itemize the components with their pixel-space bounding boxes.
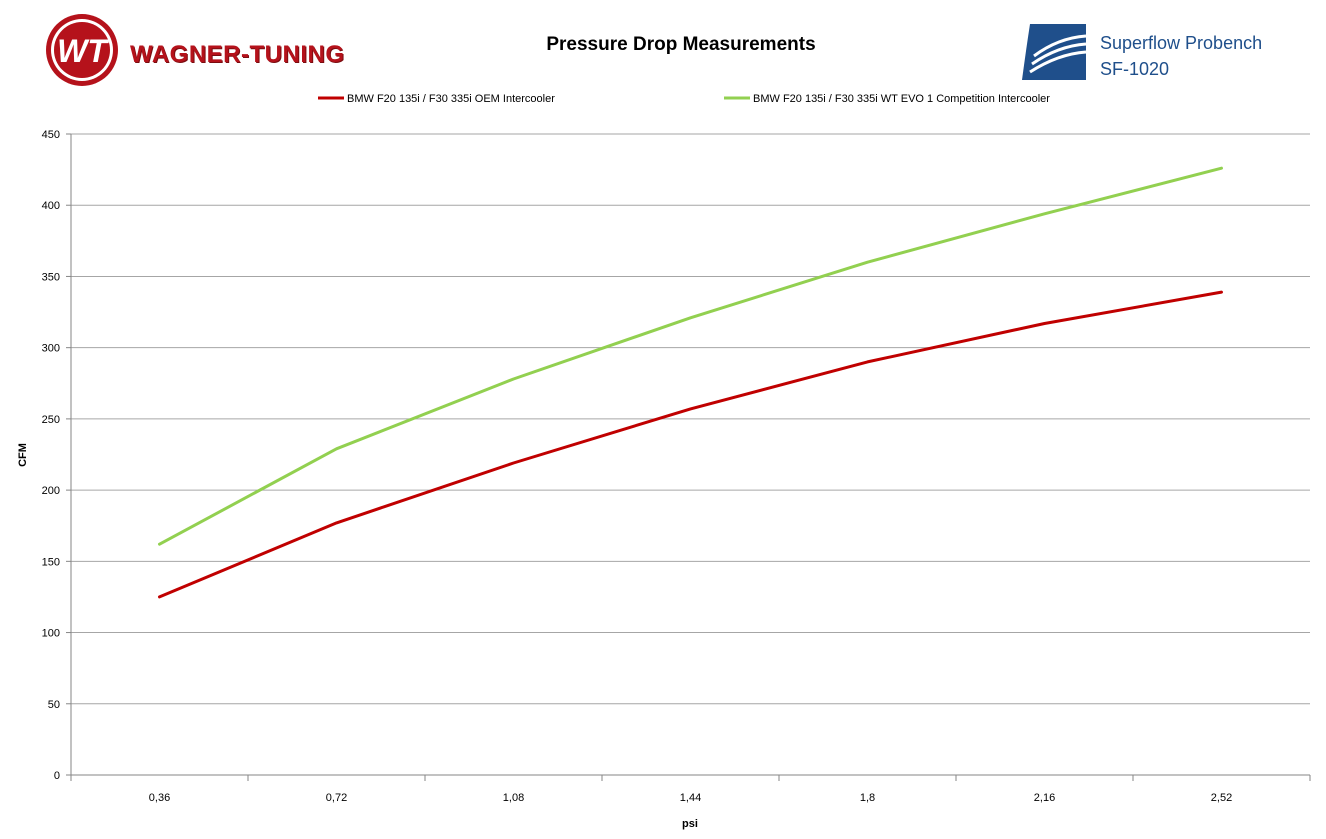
logo-disc xyxy=(54,22,110,78)
series-line-2 xyxy=(158,166,1223,546)
bench-model: SF-1020 xyxy=(1100,59,1169,79)
x-tick-label: 2,52 xyxy=(1211,792,1232,804)
y-tick-label: 350 xyxy=(42,271,60,283)
superflow-wave-icon xyxy=(1033,34,1087,58)
y-tick-label: 400 xyxy=(42,200,60,212)
y-tick-label: 50 xyxy=(48,699,60,711)
x-tick-label: 0,36 xyxy=(149,792,170,804)
y-tick-label: 250 xyxy=(42,414,60,426)
y-axis-title: CFM xyxy=(17,443,29,467)
bench-name: Superflow Probench xyxy=(1100,33,1262,53)
legend-label: BMW F20 135i / F30 335i OEM Intercooler xyxy=(347,93,555,105)
x-tick-label: 1,44 xyxy=(680,792,701,804)
y-tick-label: 300 xyxy=(42,343,60,355)
superflow-wave-icon xyxy=(1031,42,1087,66)
x-tick-labels: 0,36 0,72 1,08 1,44 1,8 2,16 2,52 xyxy=(149,792,1232,804)
x-tick-label: 1,8 xyxy=(860,792,875,804)
brand-name-shadow: WAGNER-TUNING xyxy=(131,42,345,69)
axes xyxy=(66,133,1311,781)
chart-title: Pressure Drop Measurements xyxy=(546,34,815,55)
x-axis-title: psi xyxy=(682,818,698,830)
x-tick-label: 0,72 xyxy=(326,792,347,804)
superflow-logo: Superflow Probench SF-1020 xyxy=(1022,24,1262,80)
series-lines xyxy=(158,166,1223,599)
y-tick-labels: 0 50 100 150 200 250 300 350 400 450 xyxy=(42,129,60,782)
brand-name: WAGNER-TUNING xyxy=(130,41,344,68)
y-tick-label: 200 xyxy=(42,485,60,497)
logo-mark-text: WT xyxy=(57,33,109,69)
y-tick-label: 150 xyxy=(42,556,60,568)
superflow-wave-icon xyxy=(1029,50,1087,74)
y-tick-label: 450 xyxy=(42,129,60,141)
chart-legend: BMW F20 135i / F30 335i OEM Intercooler B… xyxy=(318,93,1050,105)
y-tick-label: 0 xyxy=(54,770,60,782)
gridlines xyxy=(71,133,1310,705)
y-tick-label: 100 xyxy=(42,628,60,640)
x-tick-label: 1,08 xyxy=(503,792,524,804)
wagner-tuning-logo: WT WAGNER-TUNING WAGNER-TUNING xyxy=(46,14,345,86)
legend-label: BMW F20 135i / F30 335i WT EVO 1 Competi… xyxy=(753,93,1050,105)
series-line-1 xyxy=(158,290,1223,599)
x-tick-label: 2,16 xyxy=(1034,792,1055,804)
